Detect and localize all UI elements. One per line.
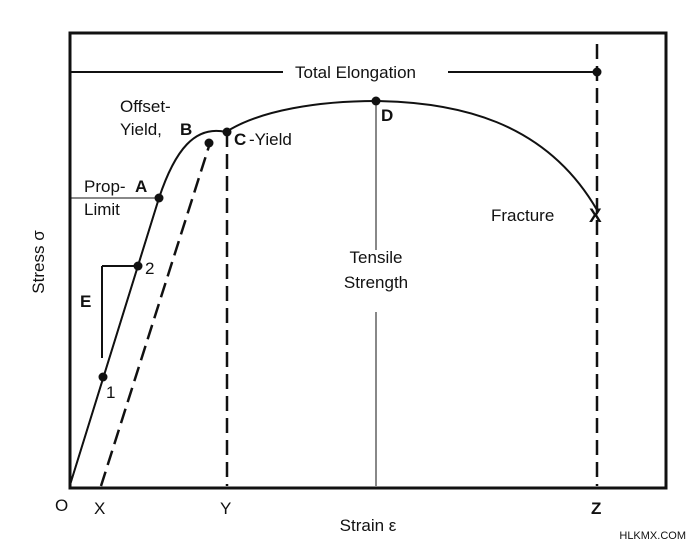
point-b-marker [204, 138, 214, 148]
offset-yield-label-line2: Yield, [120, 120, 162, 139]
point-a-marker [154, 193, 164, 203]
watermark: HLKMX.COM [619, 530, 686, 542]
y-axis-label: Stress σ [29, 230, 48, 294]
elastic-line [69, 197, 160, 486]
point-1-marker [98, 372, 108, 382]
prop-label: Prop- [84, 177, 126, 196]
fracture-label: Fracture [491, 206, 554, 225]
c-yield-label: -Yield [249, 130, 292, 149]
point-b-label: B [180, 120, 192, 139]
x-tick-y: Y [220, 499, 231, 518]
x-tick-z: Z [591, 499, 601, 518]
x-tick-x: X [94, 499, 105, 518]
point-2-marker [133, 261, 143, 271]
point-d-label: D [381, 106, 393, 125]
point-x-label: X [589, 206, 602, 227]
tensile-strength-label-line1: Tensile [350, 248, 403, 267]
limit-label: Limit [84, 200, 120, 219]
slope-e-label: E [80, 292, 91, 311]
point-2-label: 2 [145, 259, 154, 278]
stress-strain-curve [69, 99, 598, 486]
tensile-strength-label-line2: Strength [344, 273, 408, 292]
total-elongation-label: Total Elongation [295, 63, 416, 82]
origin-label: O [55, 496, 68, 515]
elongation-end-marker [592, 67, 602, 77]
plot-frame [68, 31, 668, 490]
offset-yield-label-line1: Offset- [120, 97, 171, 116]
point-c-marker [222, 127, 232, 137]
point-c-label: C [234, 130, 246, 149]
x-axis-label: Strain ε [340, 516, 397, 535]
point-1-label: 1 [106, 383, 115, 402]
point-d-marker [371, 96, 381, 106]
point-a-label: A [135, 177, 147, 196]
offset-line [99, 142, 212, 487]
